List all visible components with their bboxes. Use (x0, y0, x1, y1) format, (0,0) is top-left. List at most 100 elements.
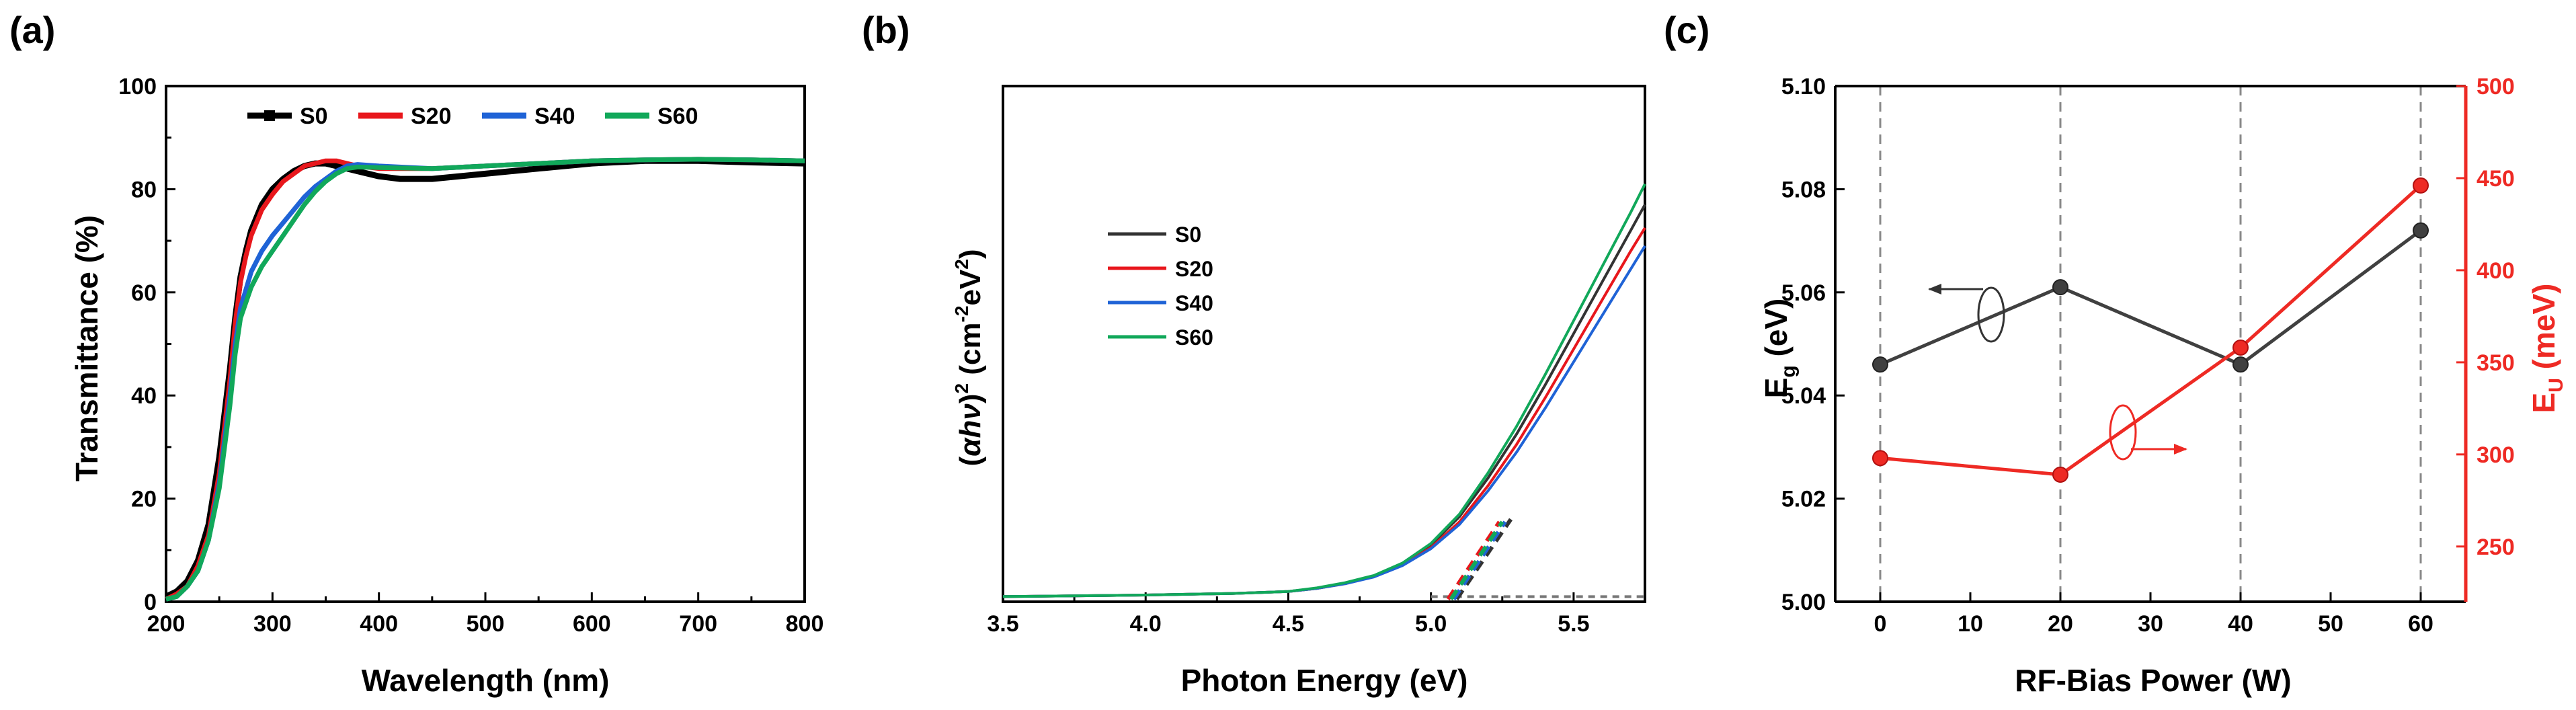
panel-a-legend-label-s0: S0 (300, 104, 328, 129)
panel-b-tangent-3 (1449, 520, 1504, 600)
panel-label-a: (a) (9, 9, 55, 51)
ylabel-c-left-sub: g (1777, 365, 1800, 377)
panel-a-xtick-label: 400 (360, 611, 398, 637)
panel-c-ylabel-right: EU (meV) (2526, 284, 2567, 413)
panel-b-xtick-label: 5.0 (1415, 611, 1447, 637)
panel-b-legend-label-s60: S60 (1175, 325, 1213, 350)
panel-c-ytick-right-label: 450 (2477, 166, 2515, 192)
ylabel-b-end: ) (954, 249, 987, 260)
panel-c-xtick-label: 50 (2318, 611, 2343, 637)
ylabel-b-close: ) (954, 394, 987, 404)
panel-a-series-s20 (165, 157, 805, 602)
panel-c-ytick-left-label: 5.06 (1781, 280, 1826, 306)
panel-c-xtick-label: 0 (1874, 611, 1887, 637)
ylabel-b-cm: (cm (954, 322, 987, 383)
panel-a-ytick-label: 80 (131, 177, 157, 202)
panel-a-ytick-label: 60 (131, 280, 157, 306)
panel-c-point-eg (2232, 356, 2249, 373)
panel-c-eg-arrowhead (1928, 284, 1941, 294)
panel-c-eu-ellipse (2109, 404, 2137, 461)
ylabel-b-open: ( (954, 456, 987, 466)
panel-a-legend-label-s40: S40 (534, 104, 575, 129)
ylabel-b-ev: eV (954, 269, 987, 305)
panel-c-xtick-label: 40 (2228, 611, 2253, 637)
panel-c-point-eg (1872, 356, 1888, 373)
panel-label-b: (b) (862, 9, 910, 51)
panel-b-legend-label-s0: S0 (1175, 223, 1201, 247)
panel-c-point-eu (1872, 450, 1888, 467)
panel-b-xtick-label: 4.0 (1130, 611, 1162, 637)
panel-c-ytick-left-label: 5.00 (1781, 590, 1826, 615)
panel-c-point-eg (2052, 279, 2068, 296)
panel-c-xtick-label: 20 (2048, 611, 2073, 637)
panel-c-ytick-left-label: 5.08 (1781, 177, 1826, 202)
ylabel-b-sup1: 2 (951, 383, 972, 394)
panel-c-ytick-right-label: 250 (2477, 535, 2515, 560)
panel-c-point-eu (2052, 466, 2068, 483)
panel-c-ytick-left-label: 5.10 (1781, 74, 1826, 100)
panel-c-eg-ellipse (1977, 286, 2005, 343)
panel-c-line-eu (1880, 184, 2422, 477)
panel-c-xtick-label: 10 (1958, 611, 1983, 637)
panel-b-legend-label-s40: S40 (1175, 291, 1213, 315)
panel-a-legend-label-s20: S20 (411, 104, 452, 129)
panel-a-series-s60 (165, 157, 805, 602)
panel-b-series-s40 (1002, 245, 1646, 598)
panel-b-ylabel: (αhν)2 (cm-2eV2) (951, 249, 987, 467)
panel-a-xlabel: Wavelength (nm) (362, 663, 610, 698)
panel-c-ytick-right-label: 500 (2477, 74, 2515, 100)
panel-c-ytick-right-label: 400 (2477, 258, 2515, 284)
panel-label-c: (c) (1664, 9, 1709, 51)
panel-c-ytick-right-label: 350 (2477, 350, 2515, 376)
panel-a-ytick-label: 40 (131, 383, 157, 409)
panel-b-xlabel: Photon Energy (eV) (1181, 663, 1468, 698)
panel-b-chart: Photon Energy (eV) (αhν)2 (cm-2eV2) 3.5 4… (951, 85, 1646, 698)
panel-a-xtick-label: 800 (786, 611, 824, 637)
panel-a-xtick-label: 600 (573, 611, 611, 637)
ylabel-c-left-unit: (eV) (1759, 299, 1794, 366)
panel-a-legend-label-s60: S60 (657, 104, 698, 129)
panel-b-frame (1002, 85, 1646, 603)
panel-c-ytick-left-label: 5.02 (1781, 487, 1826, 512)
panel-c-xtick-label: 60 (2408, 611, 2433, 637)
panel-a-xtick-label: 200 (147, 611, 186, 637)
panel-a-chart: Wavelength (nm) Transmittance (%) 200 300… (69, 74, 823, 698)
ylabel-c-right-unit: (meV) (2526, 284, 2561, 379)
panel-a-ytick-label: 20 (131, 487, 157, 512)
panel-a-series-s0 (165, 157, 805, 600)
panel-b-tangent-1 (1446, 520, 1502, 600)
ylabel-b-alpha: αhν (954, 403, 987, 457)
panel-a-ytick-label: 0 (144, 590, 157, 615)
panel-c-eu-arrowhead (2174, 444, 2187, 455)
panel-c-ytick-right-label: 300 (2477, 442, 2515, 468)
panel-b-xtick-label: 5.5 (1558, 611, 1589, 637)
panel-a-legend-marker (264, 110, 275, 121)
panel-b-xtick-label: 4.5 (1273, 611, 1304, 637)
ylabel-b-sup3: 2 (951, 259, 972, 270)
panel-a-ylabel: Transmittance (%) (69, 215, 104, 481)
panel-c-chart: RF-Bias Power (W) Eg (eV) EU (meV) 0 10 20… (1759, 74, 2567, 698)
panel-a-xtick-label: 300 (253, 611, 292, 637)
panel-b-series-s20 (1002, 227, 1646, 598)
panel-c-ytick-left-label: 5.04 (1781, 383, 1826, 409)
panel-b-xtick-label: 3.5 (987, 611, 1018, 637)
panel-c-point-eg (2413, 222, 2429, 239)
panel-c-point-eu (2413, 177, 2429, 194)
ylabel-c-right-sub: U (2545, 378, 2567, 393)
panel-a-xtick-label: 500 (467, 611, 505, 637)
panel-c-ylabel-left: Eg (eV) (1759, 299, 1800, 399)
panel-b-legend-label-s20: S20 (1175, 257, 1213, 281)
panel-c-line-eg (1880, 229, 2422, 367)
panel-a-xtick-label: 700 (679, 611, 717, 637)
panel-c-xtick-label: 30 (2138, 611, 2163, 637)
panel-b-series-s60 (1002, 183, 1646, 598)
ylabel-c-right-e: E (2526, 393, 2561, 413)
panel-a-series-s40 (165, 157, 805, 602)
ylabel-c-left-e: E (1759, 378, 1794, 399)
panel-b-tangent-2 (1452, 520, 1507, 600)
panel-b-tangent-0 (1455, 518, 1513, 600)
panel-a-ytick-label: 100 (118, 74, 157, 100)
ylabel-b-sup2: -2 (951, 306, 972, 323)
panel-c-xlabel: RF-Bias Power (W) (2015, 663, 2291, 698)
